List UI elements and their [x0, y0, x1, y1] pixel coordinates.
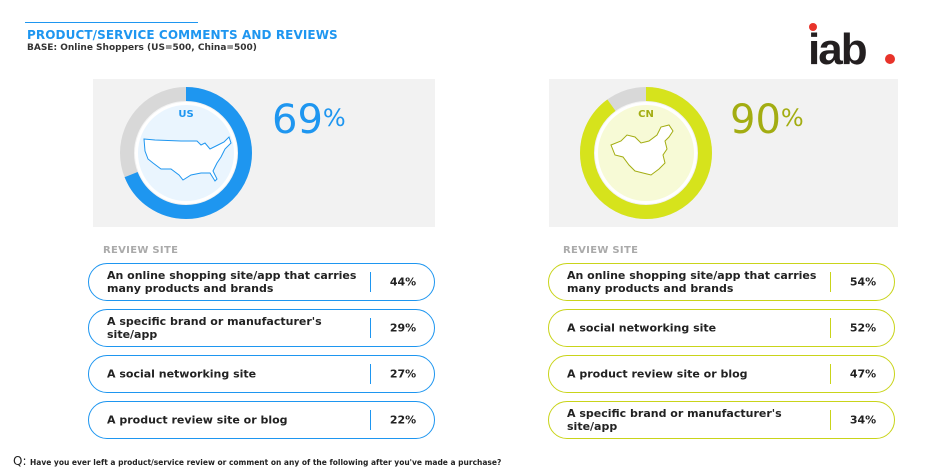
cn-map-icon [610, 124, 674, 176]
row-label: A product review site or blog [107, 413, 288, 427]
row-divider [830, 318, 831, 338]
us-percent-sign: % [322, 104, 346, 132]
row-value: 52% [849, 321, 877, 335]
cn-donut-arc [580, 87, 712, 219]
row-label: A specific brand or manufacturer's site/… [107, 315, 322, 341]
title-rule [25, 22, 198, 23]
cn-review-row: A product review site or blog 47% [548, 355, 895, 393]
us-percent: 69% [272, 98, 346, 142]
us-section-label: REVIEW SITE [103, 245, 179, 256]
row-divider [830, 410, 831, 430]
cn-review-row: A social networking site 52% [548, 309, 895, 347]
row-label: A specific brand or manufacturer's site/… [567, 407, 782, 433]
row-divider [370, 272, 371, 292]
cn-review-row: An online shopping site/app that carries… [548, 263, 895, 301]
cn-panel: CN [549, 79, 898, 227]
cn-donut: CN [580, 87, 712, 219]
row-value: 22% [389, 413, 417, 427]
cn-section-label: REVIEW SITE [563, 245, 639, 256]
row-label: A social networking site [567, 321, 717, 335]
question-text: Have you ever left a product/service rev… [30, 458, 502, 467]
cn-review-row: A specific brand or manufacturer's site/… [548, 401, 895, 439]
us-panel: US [93, 79, 435, 227]
row-divider [370, 318, 371, 338]
row-label: An online shopping site/app that carries… [567, 269, 817, 295]
cn-percent-sign: % [780, 104, 804, 132]
cn-country-label: CN [638, 109, 654, 120]
row-value: 47% [849, 367, 877, 381]
row-divider [830, 272, 831, 292]
row-value: 27% [389, 367, 417, 381]
row-label: A product review site or blog [567, 367, 748, 381]
us-review-row: An online shopping site/app that carries… [88, 263, 435, 301]
cn-percent: 90% [730, 98, 804, 142]
row-value: 34% [849, 413, 877, 427]
us-value: 69 [272, 97, 323, 143]
us-review-row: A social networking site 27% [88, 355, 435, 393]
row-label: A social networking site [107, 367, 257, 381]
us-country-label: US [178, 109, 193, 120]
us-donut-arc [120, 87, 252, 219]
us-donut: US [120, 87, 252, 219]
us-review-row: A specific brand or manufacturer's site/… [88, 309, 435, 347]
us-review-row: A product review site or blog 22% [88, 401, 435, 439]
row-divider [370, 410, 371, 430]
cn-value: 90 [730, 97, 781, 143]
row-divider [370, 364, 371, 384]
us-map-icon [143, 136, 232, 182]
base-note: BASE: Online Shoppers (US=500, China=500… [27, 43, 257, 53]
row-divider [830, 364, 831, 384]
row-value: 54% [849, 275, 877, 289]
svg-text:iab: iab [808, 25, 867, 68]
page-title: PRODUCT/SERVICE COMMENTS AND REVIEWS [27, 28, 338, 42]
row-value: 44% [389, 275, 417, 289]
row-label: An online shopping site/app that carries… [107, 269, 357, 295]
question-prefix: Q: [13, 454, 27, 468]
iab-logo: iab [808, 23, 895, 68]
row-value: 29% [389, 321, 417, 335]
